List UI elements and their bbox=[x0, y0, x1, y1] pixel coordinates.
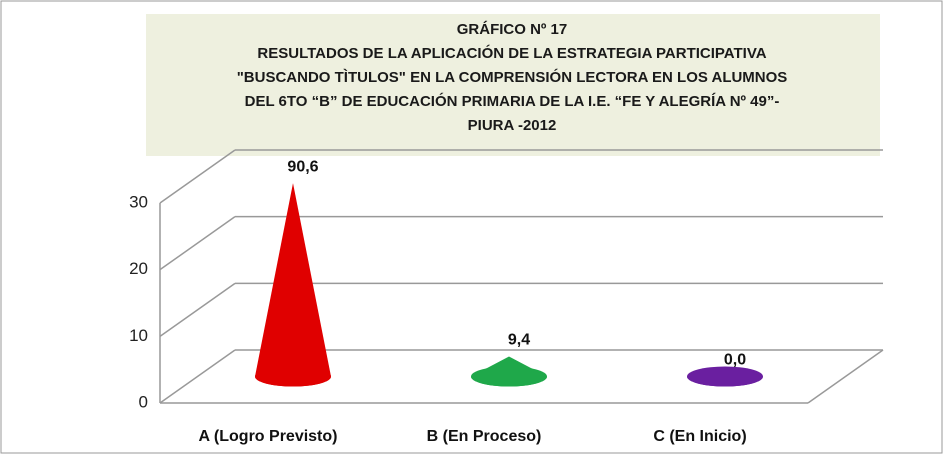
title-box bbox=[146, 14, 880, 156]
chart-title: DEL 6TO “B” DE EDUCACIÓN PRIMARIA DE LA … bbox=[245, 92, 780, 110]
chart-title: "BUSCANDO TÌTULOS" EN LA COMPRENSIÓN LEC… bbox=[237, 68, 788, 86]
chart-title: PIURA -2012 bbox=[468, 117, 557, 134]
y-tick-label: 20 bbox=[129, 259, 148, 278]
y-tick-label: 0 bbox=[139, 392, 148, 411]
chart-title: RESULTADOS DE LA APLICACIÓN DE LA ESTRAT… bbox=[257, 44, 766, 62]
floor-edge bbox=[807, 349, 884, 404]
grid-line bbox=[159, 149, 236, 204]
cone bbox=[255, 183, 331, 387]
cone bbox=[687, 376, 763, 387]
cone bbox=[471, 356, 547, 387]
x-tick-label: B (En Proceso) bbox=[427, 428, 542, 445]
grid-line bbox=[159, 282, 236, 337]
chart-title: GRÁFICO Nº 17 bbox=[457, 21, 568, 38]
data-label: 9,4 bbox=[508, 332, 530, 349]
data-label: 90,6 bbox=[287, 158, 318, 175]
data-label: 0,0 bbox=[724, 352, 746, 369]
grid-line bbox=[159, 349, 236, 404]
x-tick-label: C (En Inicio) bbox=[653, 428, 746, 445]
x-tick-label: A (Logro Previsto) bbox=[199, 428, 338, 445]
y-tick-label: 10 bbox=[129, 326, 148, 345]
grid-line bbox=[159, 216, 236, 271]
y-tick-label: 30 bbox=[129, 192, 148, 211]
